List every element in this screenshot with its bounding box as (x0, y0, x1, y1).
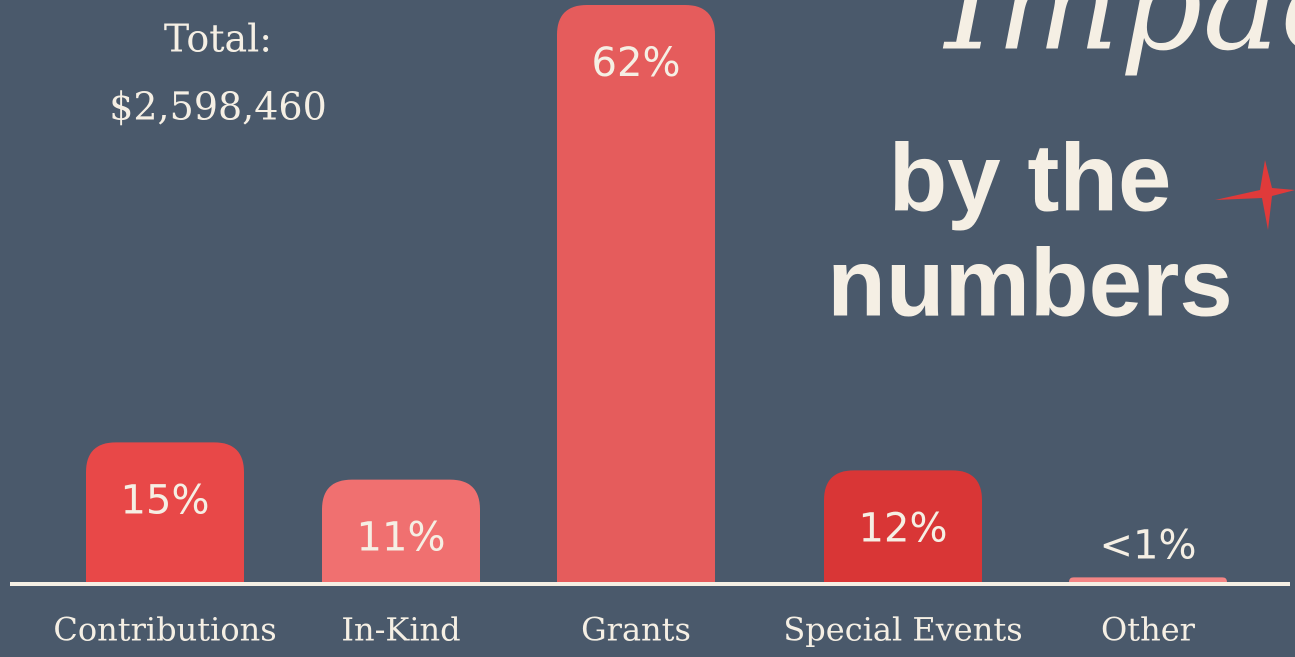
bar (1069, 577, 1227, 582)
bar (557, 5, 715, 582)
value-label: 15% (121, 477, 210, 523)
total-label: Total: (164, 17, 272, 61)
bar (322, 479, 480, 582)
chart-title-line: numbers (827, 229, 1232, 336)
chart-title-script: Impact (943, 0, 1295, 80)
x-tick-label: Contributions (53, 611, 276, 649)
x-tick-label: In-Kind (341, 611, 460, 649)
total-value: $2,598,460 (109, 85, 327, 129)
x-tick-label: Grants (581, 611, 691, 649)
value-label: 62% (592, 40, 681, 86)
star-decoration (1215, 160, 1295, 230)
x-tick-label: Special Events (783, 611, 1022, 649)
value-label: 11% (357, 515, 446, 561)
chart-title-line: by the (889, 124, 1172, 231)
bar (824, 470, 982, 582)
x-tick-label: Other (1101, 611, 1196, 649)
bar (86, 442, 244, 582)
value-label: 12% (859, 505, 948, 551)
value-label: <1% (1100, 522, 1197, 568)
